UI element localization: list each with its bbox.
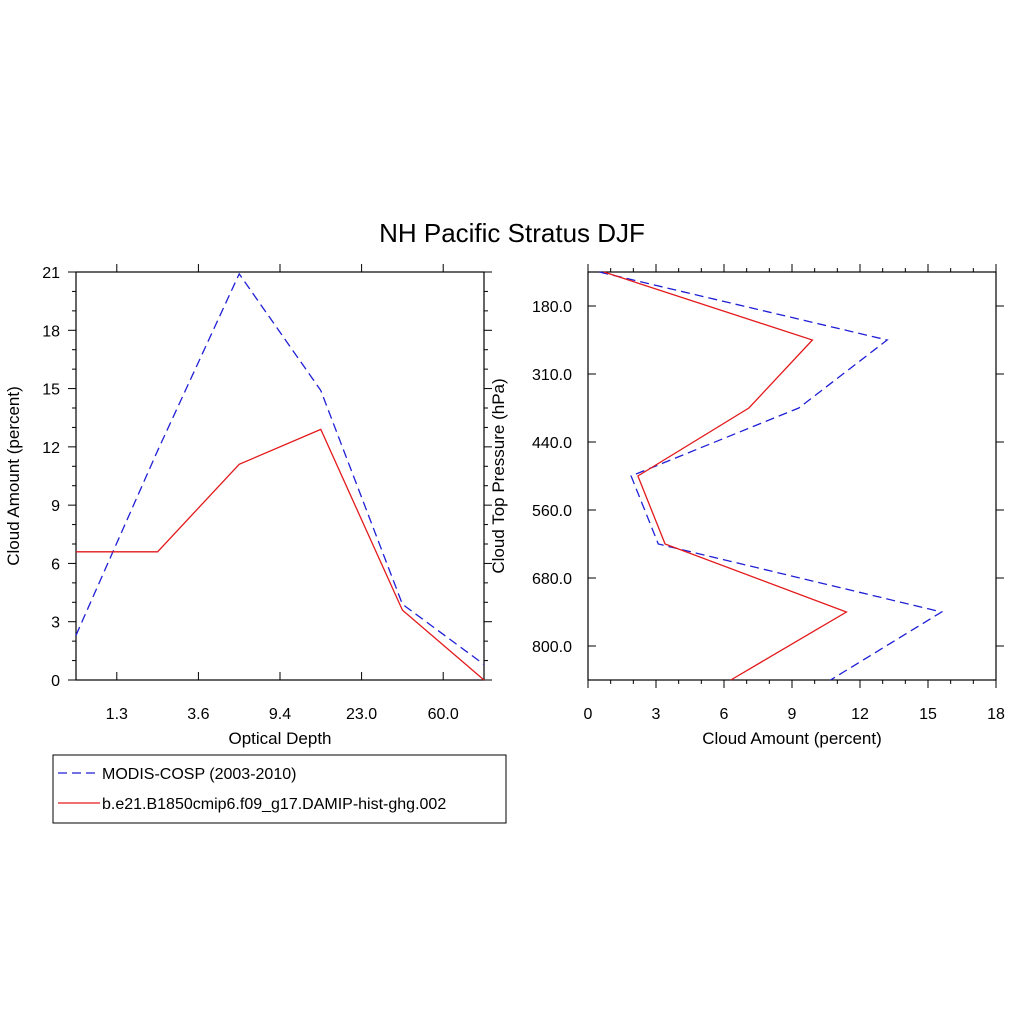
legend-label-modis: MODIS-COSP (2003-2010) — [102, 766, 296, 783]
left-y-tick-label: 21 — [42, 265, 60, 282]
left-series-lines — [75, 272, 485, 681]
right-y-tick-label: 680.0 — [532, 571, 572, 588]
chart-title: NH Pacific Stratus DJF — [379, 218, 645, 248]
left-ticks — [68, 264, 492, 681]
left-chart-panel: 1.3 3.6 9.4 23.0 60.0 0 3 6 9 12 15 18 21 Optical D… — [4, 264, 492, 748]
right-x-tick-label: 3 — [652, 706, 661, 723]
right-y-tick-labels: 180.0 310.0 440.0 560.0 680.0 800.0 — [532, 299, 572, 656]
left-x-tick-label: 60.0 — [428, 706, 459, 723]
right-y-tick-label: 800.0 — [532, 639, 572, 656]
left-x-tick-label: 3.6 — [187, 706, 209, 723]
right-series-lines — [599, 271, 944, 681]
right-series-modis-line — [599, 271, 944, 681]
right-x-tick-label: 9 — [788, 706, 797, 723]
left-x-tick-label: 23.0 — [346, 706, 377, 723]
left-y-tick-label: 15 — [42, 382, 60, 399]
legend-label-model: b.e21.B1850cmip6.f09_g17.DAMIP-hist-ghg.… — [102, 796, 446, 813]
right-x-tick-label: 0 — [584, 706, 593, 723]
right-x-axis-title: Cloud Amount (percent) — [702, 729, 882, 748]
left-x-tick-label: 9.4 — [269, 706, 291, 723]
right-x-tick-labels: 0 3 6 9 12 15 18 — [584, 706, 1005, 723]
right-chart-panel: 0 3 6 9 12 15 18 180.0 310.0 440.0 560.0 680.0 800.… — [489, 264, 1005, 748]
right-x-tick-label: 15 — [919, 706, 937, 723]
left-y-tick-label: 18 — [42, 323, 60, 340]
right-y-axis-title: Cloud Top Pressure (hPa) — [489, 378, 508, 573]
left-y-tick-label: 0 — [51, 673, 60, 690]
left-y-tick-labels: 0 3 6 9 12 15 18 21 — [42, 265, 60, 690]
right-series-model-line — [603, 271, 848, 681]
right-y-tick-label: 560.0 — [532, 503, 572, 520]
left-y-axis-title: Cloud Amount (percent) — [4, 386, 23, 566]
left-series-model-line — [76, 428, 485, 681]
right-ticks — [587, 264, 1004, 688]
left-x-tick-labels: 1.3 3.6 9.4 23.0 60.0 — [106, 706, 459, 723]
left-x-axis-title: Optical Depth — [229, 729, 332, 748]
left-y-tick-label: 9 — [51, 498, 60, 515]
left-y-tick-label: 12 — [42, 440, 60, 457]
right-x-tick-label: 18 — [987, 706, 1005, 723]
right-x-tick-label: 12 — [851, 706, 869, 723]
right-y-tick-label: 180.0 — [532, 299, 572, 316]
right-y-tick-label: 310.0 — [532, 367, 572, 384]
left-series-modis-line — [75, 272, 485, 666]
left-x-tick-label: 1.3 — [106, 706, 128, 723]
right-y-tick-label: 440.0 — [532, 435, 572, 452]
legend: MODIS-COSP (2003-2010) b.e21.B1850cmip6.… — [52, 754, 507, 824]
right-x-tick-label: 6 — [720, 706, 729, 723]
legend-box — [52, 754, 507, 824]
left-y-tick-label: 3 — [51, 615, 60, 632]
left-y-tick-label: 6 — [51, 556, 60, 573]
